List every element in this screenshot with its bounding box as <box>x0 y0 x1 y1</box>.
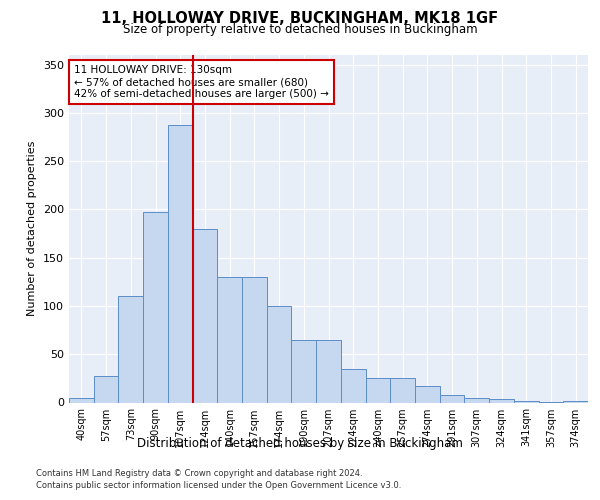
Bar <box>316 340 341 402</box>
Bar <box>143 212 168 402</box>
Bar <box>563 400 588 402</box>
Bar <box>217 277 242 402</box>
Text: Contains public sector information licensed under the Open Government Licence v3: Contains public sector information licen… <box>36 481 401 490</box>
Bar <box>69 398 94 402</box>
Bar <box>489 398 514 402</box>
Bar <box>390 378 415 402</box>
Bar <box>242 277 267 402</box>
Text: Distribution of detached houses by size in Buckingham: Distribution of detached houses by size … <box>137 438 463 450</box>
Bar <box>514 400 539 402</box>
Text: 11, HOLLOWAY DRIVE, BUCKINGHAM, MK18 1GF: 11, HOLLOWAY DRIVE, BUCKINGHAM, MK18 1GF <box>101 11 499 26</box>
Bar <box>292 340 316 402</box>
Bar <box>94 376 118 402</box>
Bar <box>118 296 143 403</box>
Text: Size of property relative to detached houses in Buckingham: Size of property relative to detached ho… <box>122 22 478 36</box>
Bar <box>168 126 193 402</box>
Bar <box>341 368 365 402</box>
Bar <box>415 386 440 402</box>
Y-axis label: Number of detached properties: Number of detached properties <box>28 141 37 316</box>
Bar <box>365 378 390 402</box>
Bar <box>193 229 217 402</box>
Bar <box>464 398 489 402</box>
Text: Contains HM Land Registry data © Crown copyright and database right 2024.: Contains HM Land Registry data © Crown c… <box>36 469 362 478</box>
Text: 11 HOLLOWAY DRIVE: 130sqm
← 57% of detached houses are smaller (680)
42% of semi: 11 HOLLOWAY DRIVE: 130sqm ← 57% of detac… <box>74 66 329 98</box>
Bar <box>440 395 464 402</box>
Bar <box>267 306 292 402</box>
